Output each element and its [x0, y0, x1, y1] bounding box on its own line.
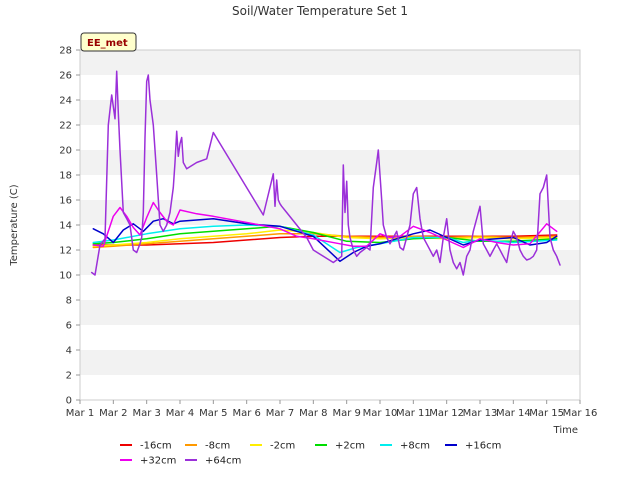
annotation-box: EE_met	[80, 32, 137, 52]
x-tick-label: Mar 3	[132, 408, 160, 419]
plot-band	[80, 75, 580, 100]
series-line-16cm	[92, 217, 558, 263]
plot-series	[90, 70, 561, 276]
annotation-box-bg	[80, 32, 137, 52]
x-tick-label: Mar 12	[429, 408, 464, 419]
x-tick-label: Mar 1	[66, 408, 94, 419]
legend-label: +8cm	[400, 441, 430, 452]
y-tick-label: 8	[66, 296, 72, 307]
y-tick-label: 6	[66, 321, 72, 332]
x-axis-label: Time	[553, 425, 578, 436]
plot-band	[80, 100, 580, 125]
series-line-2cm	[92, 225, 558, 245]
series-line-32cm	[92, 201, 558, 249]
plot-band	[80, 325, 580, 350]
series-line-8cm	[92, 233, 558, 249]
plot-band	[80, 300, 580, 325]
x-tick-label: Mar 10	[363, 408, 398, 419]
plot-band	[80, 50, 580, 75]
legend-label: +2cm	[335, 441, 365, 452]
y-tick-label: 26	[59, 71, 72, 82]
y-tick-label: 18	[59, 171, 72, 182]
x-axis-ticks: Mar 1 Mar 2 Mar 3 Mar 4 Mar 5 Mar 6 Mar 7 Mar 8…	[66, 400, 598, 419]
legend-label: +32cm	[140, 456, 176, 467]
plot-band	[80, 250, 580, 275]
plot-band	[80, 375, 580, 400]
legend-label: +16cm	[465, 441, 501, 452]
y-tick-label: 2	[66, 371, 72, 382]
plot-band	[80, 125, 580, 150]
x-tick-label: Mar 15	[529, 408, 564, 419]
x-tick-label: Mar 8	[299, 408, 327, 419]
y-axis-label: Temperature (C)	[9, 184, 20, 266]
x-tick-label: Mar 4	[166, 408, 194, 419]
x-tick-label: Mar 7	[266, 408, 294, 419]
y-tick-label: 22	[59, 121, 72, 132]
x-tick-label: Mar 11	[396, 408, 431, 419]
y-tick-label: 28	[59, 46, 72, 57]
y-tick-label: 4	[66, 346, 72, 357]
plot-band	[80, 275, 580, 300]
series-line-8cm	[92, 224, 558, 254]
x-tick-label: Mar 13	[463, 408, 498, 419]
legend-label: -16cm	[140, 441, 172, 452]
plot-background	[80, 50, 580, 400]
y-tick-label: 16	[59, 196, 72, 207]
x-tick-label: Mar 16	[563, 408, 598, 419]
annotation-label: EE_met	[87, 38, 128, 49]
x-tick-label: Mar 2	[99, 408, 127, 419]
legend-label: -2cm	[270, 441, 295, 452]
y-tick-label: 10	[59, 271, 72, 282]
plot-band	[80, 175, 580, 200]
x-tick-label: Mar 6	[232, 408, 260, 419]
legend: -16cm -8cm -2cm +2cm +8cm +16cm +32cm +64cm	[120, 441, 501, 467]
y-tick-label: 12	[59, 246, 72, 257]
plot-band	[80, 150, 580, 175]
plot-band	[80, 350, 580, 375]
chart-title: Soil/Water Temperature Set 1	[232, 4, 408, 18]
x-tick-label: Mar 14	[496, 408, 531, 419]
x-tick-label: Mar 9	[332, 408, 360, 419]
legend-label: -8cm	[205, 441, 230, 452]
y-tick-label: 24	[59, 96, 72, 107]
y-tick-label: 0	[66, 396, 72, 407]
y-tick-label: 20	[59, 146, 72, 157]
plot-band	[80, 200, 580, 225]
y-tick-label: 14	[59, 221, 72, 232]
x-tick-label: Mar 5	[199, 408, 227, 419]
series-line-64cm	[90, 70, 561, 276]
legend-label: +64cm	[205, 456, 241, 467]
